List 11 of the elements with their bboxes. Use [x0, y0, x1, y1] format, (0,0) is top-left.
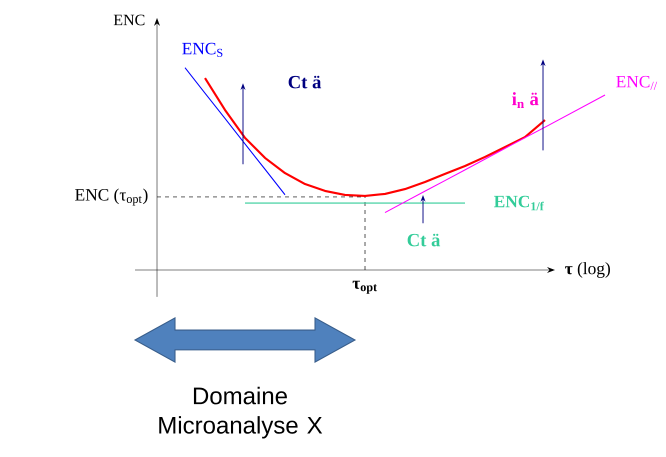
text: τ$_{opt}$ — [352, 280, 378, 294]
x-axis-title: τ (log) — [565, 262, 610, 278]
annotation: i$_{n}$ ä — [512, 92, 539, 108]
annotation: Ct ä — [408, 234, 440, 246]
ref-line-label: ENC (τ$_{opt}$) — [75, 188, 148, 206]
series-label: ENC$_{//}$ — [616, 76, 658, 90]
annotation: Ct ä — [288, 76, 322, 88]
series-label: ENC$_{1/f}$ — [494, 196, 544, 210]
text: Domaine Microanalyse X — [159, 386, 322, 438]
series-label: ENC$_{S}$ — [182, 42, 222, 57]
y-axis-title: ENC — [114, 14, 144, 26]
